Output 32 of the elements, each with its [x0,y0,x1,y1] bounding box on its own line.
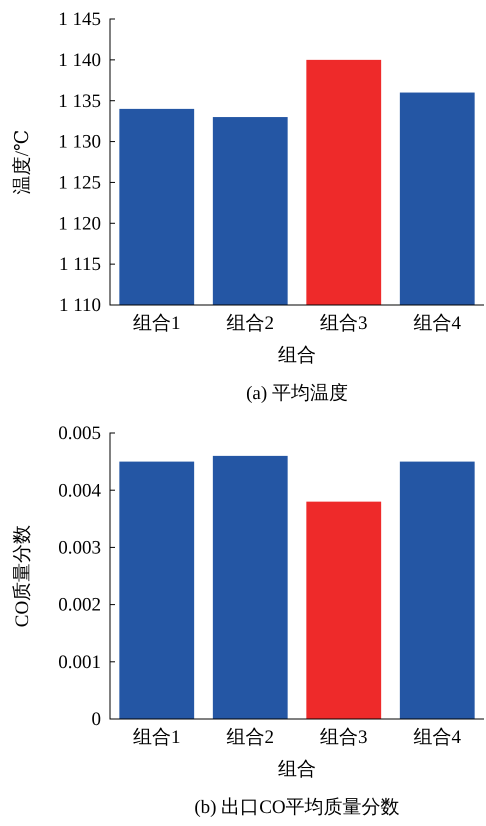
x-tick-label: 组合3 [320,726,368,748]
bar [400,462,475,719]
bar [119,462,194,719]
text: (b) 出口CO平均质量分数 [194,797,400,818]
x-tick-label: 组合1 [133,312,180,334]
x-tick-label: 组合2 [226,312,274,334]
bar [306,502,382,719]
y-tick-label: 0.002 [58,594,101,616]
y-tick-label: 1 120 [58,213,101,234]
y-tick-label: 1 130 [58,132,101,153]
x-axis-title: 组合 [278,345,316,366]
x-tick-label: 组合1 [133,726,180,748]
x-tick-label: 组合2 [226,726,274,748]
y-tick-label: 0 [92,709,101,730]
x-axis-title: 组合 [278,759,316,780]
y-tick-label: 1 125 [58,172,101,194]
y-tick-label: 0.001 [58,652,101,673]
y-tick-label: 0.004 [58,480,102,502]
x-tick-label: 组合4 [414,312,462,334]
y-axis-title: CO质量分数 [12,524,33,628]
x-tick-label: 组合3 [320,312,368,334]
y-tick-label: 1 145 [58,9,101,30]
y-tick-label: 0.003 [58,537,101,558]
y-tick-label: 0.005 [58,423,101,444]
x-tick-label: 组合4 [414,726,462,748]
y-tick-label: 1 135 [58,90,101,112]
text: (a) 平均温度 [246,382,348,404]
y-tick-label: 1 110 [58,295,101,316]
y-tick-label: 1 115 [58,254,101,276]
bar [212,456,288,719]
y-axis-title: 温度/℃ [11,130,33,194]
y-tick-label: 1 140 [58,50,101,71]
